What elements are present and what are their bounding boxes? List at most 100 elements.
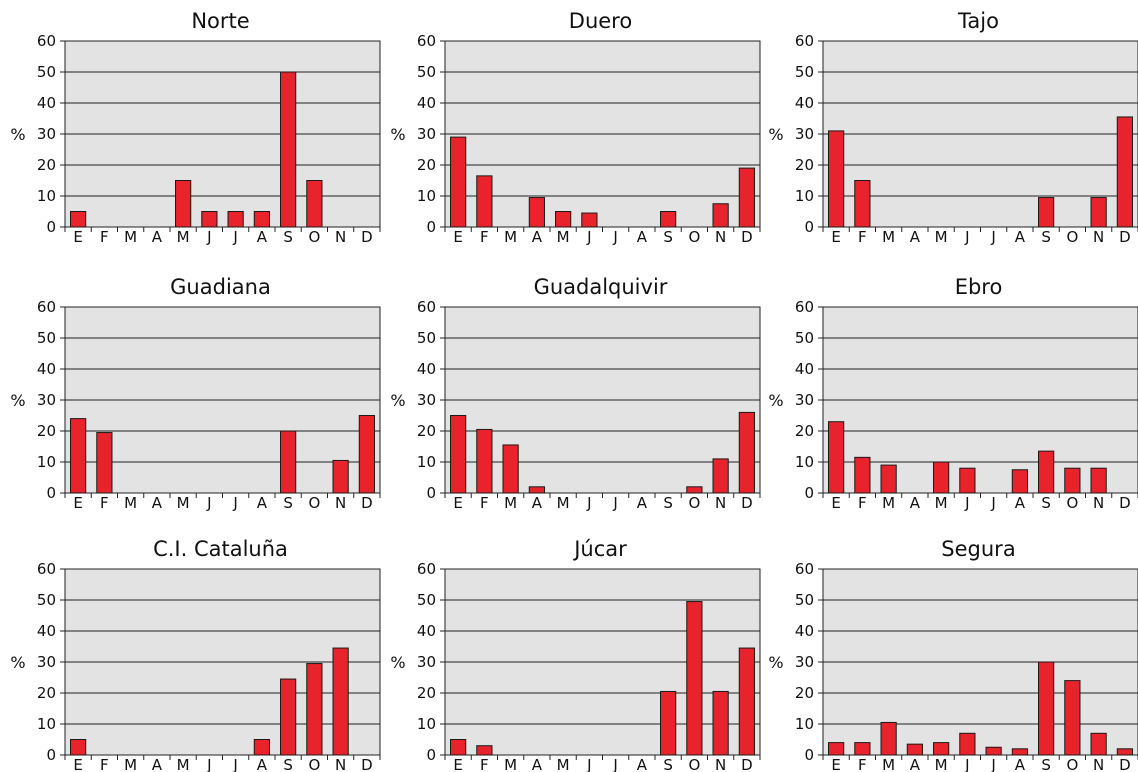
bar: [828, 421, 845, 494]
x-tick-label: S: [663, 756, 673, 772]
bar: [450, 136, 467, 228]
chart-title: Tajo: [957, 9, 999, 33]
chart-title: Ebro: [955, 275, 1003, 299]
x-tick-label: N: [335, 756, 346, 772]
bar: [306, 663, 323, 756]
bar: [712, 203, 729, 228]
x-tick-label: M: [557, 228, 570, 246]
x-tick-label: S: [283, 228, 293, 246]
x-tick-label: M: [882, 756, 895, 772]
x-tick-label: S: [1041, 494, 1051, 512]
chart-title: Guadalquivir: [534, 275, 668, 299]
bar: [227, 211, 244, 228]
bar: [201, 211, 218, 228]
x-tick-label: D: [741, 756, 753, 772]
bar: [70, 739, 87, 756]
bar: [280, 678, 297, 756]
y-axis-label: %: [10, 653, 25, 672]
x-tick-label: A: [1015, 228, 1026, 246]
y-tick-label: 30: [417, 653, 436, 671]
y-tick-label: 60: [417, 32, 436, 50]
bar: [581, 212, 598, 228]
y-tick-label: 0: [804, 218, 814, 236]
x-tick-label: A: [152, 228, 163, 246]
y-tick-label: 40: [795, 94, 814, 112]
x-tick-label: A: [637, 228, 648, 246]
x-tick-label: M: [504, 494, 517, 512]
chart-title: Segura: [941, 537, 1015, 561]
x-tick-label: E: [453, 494, 462, 512]
bar: [476, 745, 493, 756]
x-tick-label: S: [663, 228, 673, 246]
bar: [959, 732, 976, 756]
x-tick-label: O: [1066, 494, 1078, 512]
x-tick-label: O: [688, 494, 700, 512]
y-tick-label: 20: [417, 422, 436, 440]
x-tick-label: J: [964, 756, 969, 772]
x-tick-label: A: [257, 228, 268, 246]
x-tick-label: F: [858, 228, 867, 246]
bar: [1038, 661, 1055, 756]
x-tick-label: D: [1119, 228, 1131, 246]
y-tick-label: 40: [37, 94, 56, 112]
y-tick-label: 20: [37, 684, 56, 702]
y-tick-label: 50: [795, 591, 814, 609]
bar: [933, 742, 950, 756]
bar: [96, 432, 113, 494]
y-tick-label: 40: [417, 94, 436, 112]
bar: [528, 486, 545, 494]
x-tick-label: D: [741, 494, 753, 512]
y-tick-label: 60: [795, 560, 814, 578]
y-tick-label: 50: [795, 329, 814, 347]
x-tick-label: E: [73, 228, 82, 246]
y-axis-label: %: [768, 653, 783, 672]
y-axis-label: %: [390, 125, 405, 144]
x-tick-label: A: [257, 756, 268, 772]
x-tick-label: O: [308, 228, 320, 246]
y-tick-label: 20: [37, 422, 56, 440]
y-tick-label: 50: [37, 591, 56, 609]
x-tick-label: M: [557, 494, 570, 512]
bar: [502, 444, 519, 494]
x-tick-label: E: [453, 756, 462, 772]
x-tick-label: M: [882, 228, 895, 246]
x-tick-label: F: [480, 756, 489, 772]
bar: [906, 743, 923, 756]
x-tick-label: D: [741, 228, 753, 246]
x-tick-label: N: [335, 494, 346, 512]
x-tick-label: N: [1093, 494, 1104, 512]
y-tick-label: 60: [795, 32, 814, 50]
x-tick-label: J: [232, 756, 237, 772]
x-tick-label: O: [688, 228, 700, 246]
x-tick-label: E: [831, 756, 840, 772]
x-tick-label: M: [124, 228, 137, 246]
y-tick-label: 60: [795, 298, 814, 316]
y-tick-label: 0: [426, 218, 436, 236]
x-tick-label: J: [612, 228, 617, 246]
bar: [450, 739, 467, 756]
bar: [1090, 467, 1107, 494]
x-tick-label: S: [1041, 228, 1051, 246]
x-tick-label: F: [858, 494, 867, 512]
bar: [854, 180, 871, 228]
x-tick-label: A: [637, 494, 648, 512]
bar: [253, 739, 270, 756]
x-tick-label: J: [232, 228, 237, 246]
bar: [476, 175, 493, 228]
chart-title: Norte: [191, 9, 249, 33]
y-tick-label: 10: [417, 187, 436, 205]
x-tick-label: J: [206, 756, 211, 772]
x-tick-label: M: [557, 756, 570, 772]
y-tick-label: 10: [37, 715, 56, 733]
x-tick-label: N: [335, 228, 346, 246]
y-tick-label: 40: [795, 360, 814, 378]
y-tick-label: 30: [417, 391, 436, 409]
x-tick-label: E: [73, 756, 82, 772]
y-tick-label: 30: [37, 653, 56, 671]
y-tick-label: 50: [417, 329, 436, 347]
x-tick-label: E: [831, 228, 840, 246]
x-tick-label: S: [283, 494, 293, 512]
y-tick-label: 20: [795, 156, 814, 174]
